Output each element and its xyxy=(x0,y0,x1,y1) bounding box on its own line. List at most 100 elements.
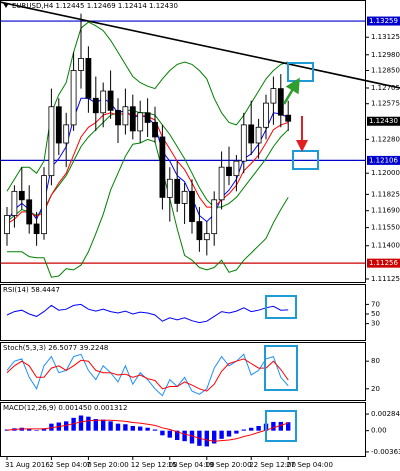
candle-body xyxy=(285,114,292,122)
histogram-bar xyxy=(167,430,172,438)
x-tick-label: 27 Sep 04:00 xyxy=(286,461,333,469)
candle-body xyxy=(4,215,10,235)
y-tick-label: 1.12705 xyxy=(371,84,400,92)
highlight-box xyxy=(264,345,298,391)
histogram-bar xyxy=(145,427,150,431)
main-pane-frame xyxy=(0,0,366,283)
y-tick-label: 1.12980 xyxy=(371,51,400,59)
candle-body xyxy=(144,112,151,123)
candle-body xyxy=(218,166,225,201)
histogram-bar xyxy=(234,430,239,434)
x-tick-label: 22 Sep 12:00 xyxy=(249,461,296,469)
candle-body xyxy=(166,178,173,198)
y-tick-label: 50 xyxy=(371,310,380,318)
candle-body xyxy=(240,124,247,162)
histogram-bar xyxy=(49,423,54,431)
candle-body xyxy=(159,136,166,198)
pane-title: MACD(12,26,9) 0.001450 0.001312 xyxy=(3,404,127,412)
macd-pane-frame xyxy=(0,402,366,457)
candle-body xyxy=(233,160,240,177)
y-tick-label: 30 xyxy=(371,320,380,328)
main-plot xyxy=(0,13,366,278)
symbol-icon xyxy=(3,3,9,8)
histogram-bar xyxy=(226,430,232,437)
candle-body xyxy=(100,90,107,114)
histogram-bar xyxy=(27,428,32,431)
candle-body xyxy=(189,190,195,222)
candle-body xyxy=(107,90,114,111)
x-tick-label: 2 Sep 04:00 xyxy=(49,461,91,469)
y-tick-label: 1.12575 xyxy=(371,100,400,108)
highlight-box xyxy=(265,410,297,442)
candle-body xyxy=(55,106,62,144)
histogram-bar xyxy=(34,430,39,431)
highlight-box xyxy=(265,295,297,319)
y-tick-label: -0.003638 xyxy=(371,448,400,456)
candle-body xyxy=(48,106,55,177)
histogram-bar xyxy=(71,417,76,431)
candle-body xyxy=(115,109,121,126)
candle-body xyxy=(85,57,92,99)
histogram-bar xyxy=(189,430,195,444)
histogram-bar xyxy=(249,427,254,431)
histogram-bar xyxy=(64,421,69,431)
y-tick-label: 0.002848 xyxy=(371,410,400,418)
y-tick-label: 70 xyxy=(371,300,380,308)
histogram-bar xyxy=(219,430,224,439)
candle-body xyxy=(203,233,210,241)
last-price-label: 1.12430 xyxy=(369,117,398,125)
x-tick-label: 15 Sep 04:00 xyxy=(168,461,215,469)
y-tick-label: 1.11125 xyxy=(371,275,400,283)
price-level-tag xyxy=(367,258,400,268)
y-tick-label: 1.11550 xyxy=(371,224,400,232)
price-level-tag xyxy=(367,155,400,165)
histogram-bar xyxy=(138,426,143,431)
rsi-pane-frame xyxy=(0,284,366,341)
candle-body xyxy=(63,124,70,144)
candle-body xyxy=(122,106,129,126)
candle-body xyxy=(248,124,255,144)
histogram-bar xyxy=(130,426,135,431)
candle-body xyxy=(196,221,203,241)
candle-body xyxy=(174,178,181,204)
candle-body xyxy=(152,122,158,138)
candle-body xyxy=(18,190,25,201)
candle-body xyxy=(226,166,232,177)
highlight-box xyxy=(287,62,314,82)
histogram-bar xyxy=(278,421,283,431)
y-tick-label: 80 xyxy=(371,357,380,365)
candle-body xyxy=(181,190,188,204)
y-tick-label: 1.12000 xyxy=(371,169,400,177)
x-tick-label: 12 Sep 12:00 xyxy=(131,461,178,469)
histogram-bar xyxy=(256,426,261,431)
histogram-bar xyxy=(123,424,128,431)
indicator-line xyxy=(7,138,289,278)
last-price-tag xyxy=(367,116,400,126)
price-level-label: 1.13259 xyxy=(369,17,398,25)
candle-body xyxy=(78,57,84,71)
histogram-bar xyxy=(152,429,158,431)
price-level-label: 1.12106 xyxy=(369,156,398,164)
y-tick-label: 20 xyxy=(371,385,380,393)
y-tick-label: 1.11825 xyxy=(371,190,400,198)
histogram-bar xyxy=(86,416,91,431)
histogram-bar xyxy=(175,430,180,440)
x-tick-label: 31 Aug 2016 xyxy=(5,461,50,469)
pane-title: EURUSD,H4 1.12445 1.12469 1.12414 1.1243… xyxy=(12,2,178,10)
candle-body xyxy=(263,102,269,128)
x-tick-label: 7 Sep 20:00 xyxy=(86,461,128,469)
y-tick-label: 1.13125 xyxy=(371,33,400,41)
candle-body xyxy=(26,199,33,225)
candle-body xyxy=(41,175,47,235)
histogram-bar xyxy=(108,421,113,431)
y-tick-label: 1.11400 xyxy=(371,242,400,250)
candle-body xyxy=(129,106,136,132)
pane-title: RSI(14) 58.4447 xyxy=(3,286,60,294)
histogram-bar xyxy=(241,429,246,431)
candle-body xyxy=(70,70,77,126)
candle-body xyxy=(255,126,262,144)
pane-title: Stoch(5,3,3) 26.5077 39.2248 xyxy=(3,344,108,352)
candle-body xyxy=(211,199,218,235)
